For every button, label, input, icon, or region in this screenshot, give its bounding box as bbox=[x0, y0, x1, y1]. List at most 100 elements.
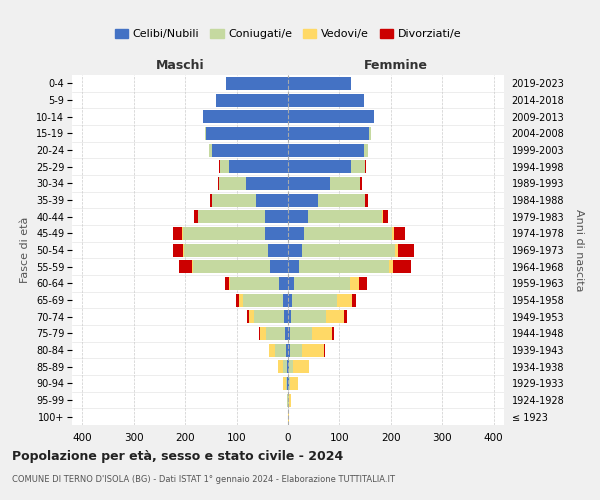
Bar bbox=[283, 294, 288, 306]
Bar bbox=[364, 144, 368, 156]
Bar bbox=[288, 277, 294, 290]
Bar bbox=[288, 127, 369, 140]
Bar bbox=[288, 327, 290, 340]
Bar bbox=[289, 360, 293, 373]
Bar bbox=[268, 244, 288, 256]
Bar bbox=[210, 194, 212, 206]
Bar bbox=[288, 194, 318, 206]
Bar bbox=[182, 227, 265, 240]
Bar bbox=[288, 144, 364, 156]
Bar bbox=[288, 244, 302, 256]
Bar bbox=[289, 394, 291, 406]
Bar bbox=[288, 77, 351, 90]
Bar bbox=[308, 210, 382, 223]
Bar bbox=[293, 360, 308, 373]
Legend: Celibi/Nubili, Coniugati/e, Vedovi/e, Divorziati/e: Celibi/Nubili, Coniugati/e, Vedovi/e, Di… bbox=[110, 24, 466, 44]
Bar bbox=[206, 127, 288, 140]
Bar bbox=[288, 260, 299, 273]
Bar bbox=[239, 294, 243, 306]
Bar bbox=[398, 244, 414, 256]
Bar bbox=[226, 77, 288, 90]
Bar bbox=[344, 310, 347, 323]
Bar bbox=[229, 160, 288, 173]
Bar bbox=[179, 260, 192, 273]
Bar bbox=[330, 177, 360, 190]
Bar bbox=[294, 277, 350, 290]
Bar bbox=[283, 360, 287, 373]
Bar bbox=[359, 277, 367, 290]
Bar bbox=[209, 144, 212, 156]
Bar bbox=[256, 194, 288, 206]
Bar bbox=[286, 344, 288, 356]
Text: COMUNE DI TERNO D'ISOLA (BG) - Dati ISTAT 1° gennaio 2024 - Elaborazione TUTTITA: COMUNE DI TERNO D'ISOLA (BG) - Dati ISTA… bbox=[12, 475, 395, 484]
Bar bbox=[192, 260, 193, 273]
Bar bbox=[288, 294, 292, 306]
Bar bbox=[383, 210, 388, 223]
Bar bbox=[394, 227, 405, 240]
Bar bbox=[288, 94, 364, 106]
Bar bbox=[173, 227, 182, 240]
Bar bbox=[219, 177, 246, 190]
Bar bbox=[288, 160, 351, 173]
Bar bbox=[278, 360, 283, 373]
Bar bbox=[247, 310, 249, 323]
Bar bbox=[324, 344, 325, 356]
Text: Popolazione per età, sesso e stato civile - 2024: Popolazione per età, sesso e stato civil… bbox=[12, 450, 343, 463]
Bar bbox=[394, 260, 412, 273]
Bar bbox=[173, 244, 182, 256]
Bar bbox=[286, 377, 287, 390]
Bar bbox=[283, 377, 286, 390]
Bar bbox=[269, 344, 275, 356]
Bar bbox=[198, 210, 265, 223]
Bar bbox=[290, 327, 311, 340]
Bar bbox=[288, 210, 308, 223]
Bar bbox=[290, 310, 326, 323]
Bar bbox=[182, 244, 184, 256]
Bar bbox=[304, 227, 392, 240]
Bar bbox=[230, 277, 279, 290]
Bar bbox=[288, 310, 290, 323]
Bar bbox=[318, 194, 365, 206]
Bar bbox=[382, 210, 383, 223]
Bar bbox=[292, 294, 337, 306]
Bar bbox=[259, 327, 260, 340]
Bar bbox=[225, 277, 229, 290]
Bar bbox=[270, 260, 288, 273]
Y-axis label: Anni di nascita: Anni di nascita bbox=[574, 208, 584, 291]
Bar bbox=[369, 127, 371, 140]
Bar bbox=[302, 344, 324, 356]
Bar bbox=[203, 110, 288, 123]
Bar bbox=[246, 177, 288, 190]
Bar bbox=[290, 344, 302, 356]
Bar bbox=[286, 327, 288, 340]
Bar bbox=[193, 260, 270, 273]
Bar bbox=[288, 227, 304, 240]
Bar bbox=[266, 327, 286, 340]
Bar bbox=[389, 260, 394, 273]
Bar bbox=[184, 244, 268, 256]
Bar bbox=[351, 160, 365, 173]
Bar bbox=[392, 227, 394, 240]
Bar bbox=[311, 327, 332, 340]
Bar bbox=[326, 310, 344, 323]
Bar bbox=[299, 260, 389, 273]
Bar bbox=[365, 194, 368, 206]
Bar bbox=[289, 377, 290, 390]
Bar bbox=[254, 310, 284, 323]
Bar bbox=[265, 227, 288, 240]
Bar bbox=[218, 177, 219, 190]
Bar bbox=[290, 377, 298, 390]
Bar bbox=[288, 110, 374, 123]
Bar bbox=[287, 360, 288, 373]
Bar bbox=[337, 294, 352, 306]
Bar bbox=[236, 294, 239, 306]
Bar bbox=[288, 177, 330, 190]
Bar bbox=[395, 244, 398, 256]
Bar bbox=[212, 194, 256, 206]
Y-axis label: Fasce di età: Fasce di età bbox=[20, 217, 31, 283]
Bar bbox=[216, 94, 288, 106]
Bar bbox=[350, 277, 359, 290]
Bar bbox=[229, 277, 230, 290]
Text: Femmine: Femmine bbox=[364, 58, 428, 71]
Bar bbox=[265, 210, 288, 223]
